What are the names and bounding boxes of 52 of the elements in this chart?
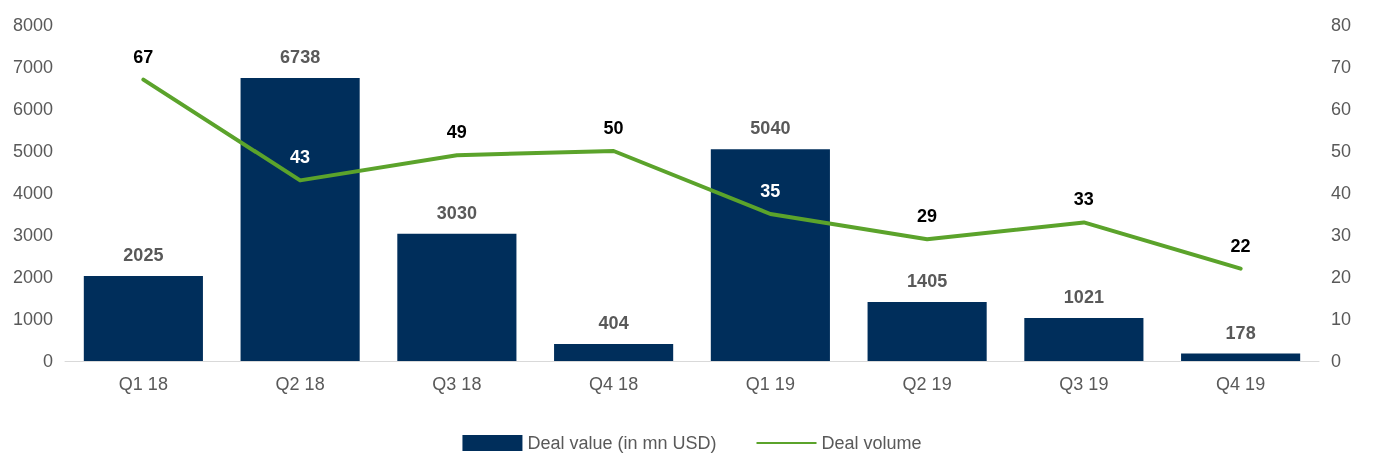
y2-tick-label: 50: [1331, 141, 1352, 161]
data-label: 29: [917, 206, 938, 227]
x-tick-label: Q4 18: [589, 374, 639, 394]
data-label: 49: [446, 122, 467, 143]
y-tick-label: 0: [42, 351, 53, 371]
bar: [397, 233, 517, 361]
data-label: 2025: [123, 244, 164, 265]
data-label: 178: [1225, 322, 1256, 343]
y-tick-label: 6000: [12, 99, 53, 119]
y2-tick-label: 30: [1331, 225, 1352, 245]
data-label: 22: [1230, 235, 1251, 256]
x-tick-label: Q2 18: [275, 374, 325, 394]
x-tick-label: Q3 18: [432, 374, 482, 394]
y2-tick-label: 40: [1331, 183, 1352, 203]
y2-tick-label: 70: [1331, 57, 1352, 77]
y2-tick-label: 0: [1331, 351, 1342, 371]
y-tick-label: 4000: [12, 183, 53, 203]
y2-tick-label: 60: [1331, 99, 1352, 119]
bar: [867, 301, 987, 361]
y-tick-label: 1000: [12, 309, 53, 329]
y-tick-label: 3000: [12, 225, 53, 245]
data-label: 6738: [280, 47, 321, 67]
legend-label: Deal value (in mn USD): [527, 433, 717, 453]
legend-label: Deal volume: [821, 433, 922, 453]
data-label: 5040: [750, 118, 791, 139]
y-tick-label: 2000: [12, 267, 53, 287]
y2-tick-label: 10: [1331, 309, 1352, 329]
x-tick-label: Q1 18: [118, 374, 168, 394]
bar: [710, 149, 830, 361]
data-label: 404: [598, 313, 629, 334]
y-tick-label: 7000: [12, 57, 53, 77]
y2-tick-label: 20: [1331, 267, 1352, 287]
data-label: 33: [1073, 189, 1094, 210]
data-label: 50: [603, 118, 624, 138]
bar: [554, 344, 674, 361]
data-label: 1405: [907, 270, 948, 291]
x-tick-label: Q3 19: [1059, 374, 1109, 394]
x-tick-label: Q1 19: [745, 374, 795, 394]
data-label: 43: [290, 147, 311, 168]
y2-tick-label: 80: [1331, 15, 1352, 35]
bar: [1024, 318, 1144, 361]
data-label: 35: [760, 181, 781, 201]
bar: [1181, 353, 1301, 361]
y-tick-label: 5000: [12, 141, 53, 161]
data-label: 67: [133, 46, 154, 67]
bar: [83, 275, 203, 361]
y-tick-label: 8000: [12, 15, 53, 35]
bar: [240, 78, 360, 361]
x-tick-label: Q2 19: [902, 374, 952, 394]
data-label: 1021: [1063, 287, 1104, 308]
data-label: 3030: [436, 202, 477, 223]
x-tick-label: Q4 19: [1216, 374, 1266, 394]
